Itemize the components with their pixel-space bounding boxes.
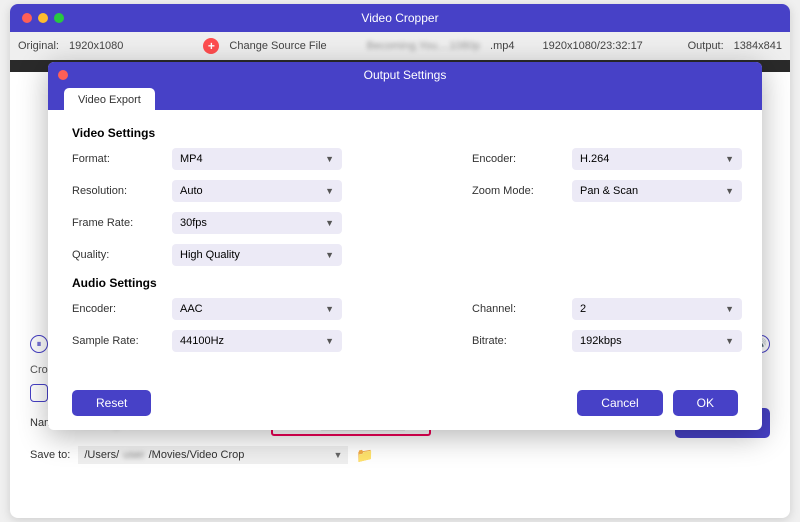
- info-bar: Original: 1920x1080 + Change Source File…: [10, 32, 790, 60]
- tab-video-export[interactable]: Video Export: [64, 88, 155, 110]
- output-settings-modal: Output Settings Video Export Video Setti…: [48, 62, 762, 430]
- cancel-button[interactable]: Cancel: [577, 390, 662, 416]
- format-label: Format:: [72, 153, 162, 165]
- quality-label: Quality:: [72, 249, 162, 261]
- file-ext: .mp4: [490, 40, 514, 52]
- resolution-select[interactable]: Auto▼: [172, 180, 342, 202]
- modal-title: Output Settings: [48, 68, 762, 82]
- bitrate-select[interactable]: 192kbps▼: [572, 330, 742, 352]
- chevron-down-icon: ▼: [725, 186, 734, 196]
- quality-select[interactable]: High Quality▼: [172, 244, 342, 266]
- zoom-select[interactable]: Pan & Scan▼: [572, 180, 742, 202]
- format-select[interactable]: MP4▼: [172, 148, 342, 170]
- save-path-field[interactable]: /Users/user/Movies/Video Crop ▼: [78, 446, 348, 464]
- chevron-down-icon: ▼: [725, 336, 734, 346]
- save-to-label: Save to:: [30, 449, 70, 461]
- change-source-button[interactable]: Change Source File: [229, 40, 326, 52]
- samplerate-select[interactable]: 44100Hz▼: [172, 330, 342, 352]
- framerate-label: Frame Rate:: [72, 217, 162, 229]
- audio-encoder-label: Encoder:: [72, 303, 162, 315]
- ok-button[interactable]: OK: [673, 390, 738, 416]
- modal-titlebar: Output Settings: [48, 62, 762, 88]
- channel-label: Channel:: [472, 303, 562, 315]
- chevron-down-icon: ▼: [325, 218, 334, 228]
- window-title: Video Cropper: [10, 11, 790, 25]
- titlebar: Video Cropper: [10, 4, 790, 32]
- aspect-lock-checkbox[interactable]: [30, 384, 48, 402]
- framerate-select[interactable]: 30fps▼: [172, 212, 342, 234]
- chevron-down-icon: ▼: [325, 250, 334, 260]
- chevron-down-icon: ▼: [725, 154, 734, 164]
- folder-icon[interactable]: 📁: [356, 447, 373, 464]
- output-label: Output:: [688, 40, 724, 52]
- chevron-down-icon: ▼: [325, 336, 334, 346]
- chevron-down-icon: ▼: [325, 154, 334, 164]
- samplerate-label: Sample Rate:: [72, 335, 162, 347]
- bitrate-label: Bitrate:: [472, 335, 562, 347]
- zoom-label: Zoom Mode:: [472, 185, 562, 197]
- chevron-down-icon: ▼: [725, 304, 734, 314]
- output-value: 1384x841: [734, 40, 782, 52]
- audio-encoder-select[interactable]: AAC▼: [172, 298, 342, 320]
- channel-select[interactable]: 2▼: [572, 298, 742, 320]
- encoder-select[interactable]: H.264▼: [572, 148, 742, 170]
- reset-button[interactable]: Reset: [72, 390, 151, 416]
- original-value: 1920x1080: [69, 40, 123, 52]
- filename-blur: Becoming.You....1080p: [367, 40, 480, 52]
- video-settings-heading: Video Settings: [72, 126, 738, 140]
- chevron-down-icon: ▼: [333, 450, 342, 460]
- audio-settings-heading: Audio Settings: [72, 276, 738, 290]
- dims-duration: 1920x1080/23:32:17: [542, 40, 642, 52]
- original-label: Original:: [18, 40, 59, 52]
- chevron-down-icon: ▼: [325, 186, 334, 196]
- resolution-label: Resolution:: [72, 185, 162, 197]
- chevron-down-icon: ▼: [325, 304, 334, 314]
- modal-tabbar: Video Export: [48, 88, 762, 110]
- pause-icon[interactable]: ⏸: [30, 335, 48, 353]
- encoder-label: Encoder:: [472, 153, 562, 165]
- add-icon[interactable]: +: [203, 38, 219, 54]
